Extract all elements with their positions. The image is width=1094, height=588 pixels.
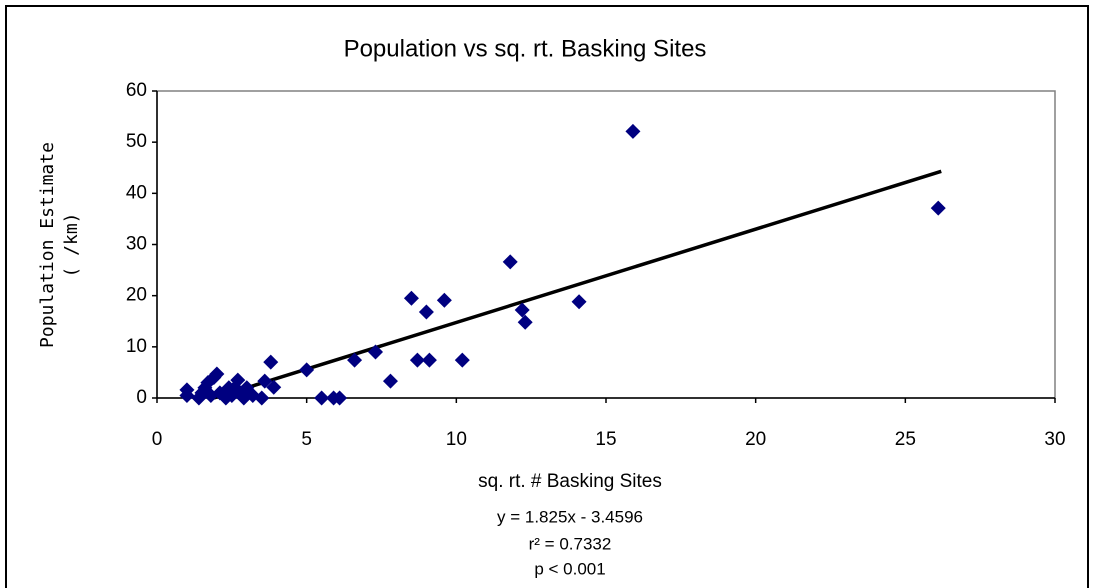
data-point xyxy=(209,366,225,382)
x-tick-label: 15 xyxy=(595,429,616,450)
y-tick-label: 20 xyxy=(126,285,147,306)
y-tick-label: 50 xyxy=(126,131,147,152)
trendline xyxy=(213,169,942,400)
data-point xyxy=(502,254,518,270)
data-point xyxy=(254,390,270,406)
data-point xyxy=(418,304,434,320)
data-point xyxy=(266,379,282,395)
data-point xyxy=(571,294,587,310)
x-tick-label: 25 xyxy=(895,429,916,450)
y-axis-label-line: Population Estimate xyxy=(37,142,58,348)
annotation: y = 1.825x - 3.4596 xyxy=(497,507,643,526)
annotation: r² = 0.7332 xyxy=(529,534,612,553)
data-point xyxy=(930,200,946,216)
data-point xyxy=(625,123,641,139)
data-point xyxy=(436,292,452,308)
y-tick-label: 40 xyxy=(126,182,147,203)
data-point xyxy=(368,344,384,360)
y-axis-label-line: ( /km) xyxy=(61,212,82,277)
data-point xyxy=(230,372,246,388)
data-point xyxy=(347,352,363,368)
data-point xyxy=(409,352,425,368)
data-point xyxy=(454,352,470,368)
data-point xyxy=(421,352,437,368)
data-point xyxy=(403,290,419,306)
y-tick-label: 60 xyxy=(126,80,147,101)
y-tick-label: 30 xyxy=(126,234,147,255)
y-tick-label: 0 xyxy=(136,387,147,408)
x-tick-label: 30 xyxy=(1044,429,1065,450)
x-tick-label: 20 xyxy=(745,429,766,450)
data-point xyxy=(179,387,195,403)
data-point xyxy=(263,354,279,370)
x-tick-label: 5 xyxy=(301,429,312,450)
data-point xyxy=(257,373,273,389)
data-point xyxy=(382,373,398,389)
x-axis-label: sq. rt. # Basking Sites xyxy=(478,471,662,492)
data-point xyxy=(314,390,330,406)
plot-area xyxy=(156,90,1056,399)
chart-title: Population vs sq. rt. Basking Sites xyxy=(344,35,707,62)
chart-frame xyxy=(5,5,1089,588)
data-point xyxy=(517,314,533,330)
annotation: p < 0.001 xyxy=(534,559,605,578)
data-point xyxy=(332,390,348,406)
y-tick-label: 10 xyxy=(126,336,147,357)
x-tick-label: 0 xyxy=(152,429,163,450)
data-point xyxy=(299,362,315,378)
data-point xyxy=(514,302,530,318)
x-tick-label: 10 xyxy=(446,429,467,450)
y-axis-label: Population Estimate ( /km) xyxy=(37,142,82,348)
